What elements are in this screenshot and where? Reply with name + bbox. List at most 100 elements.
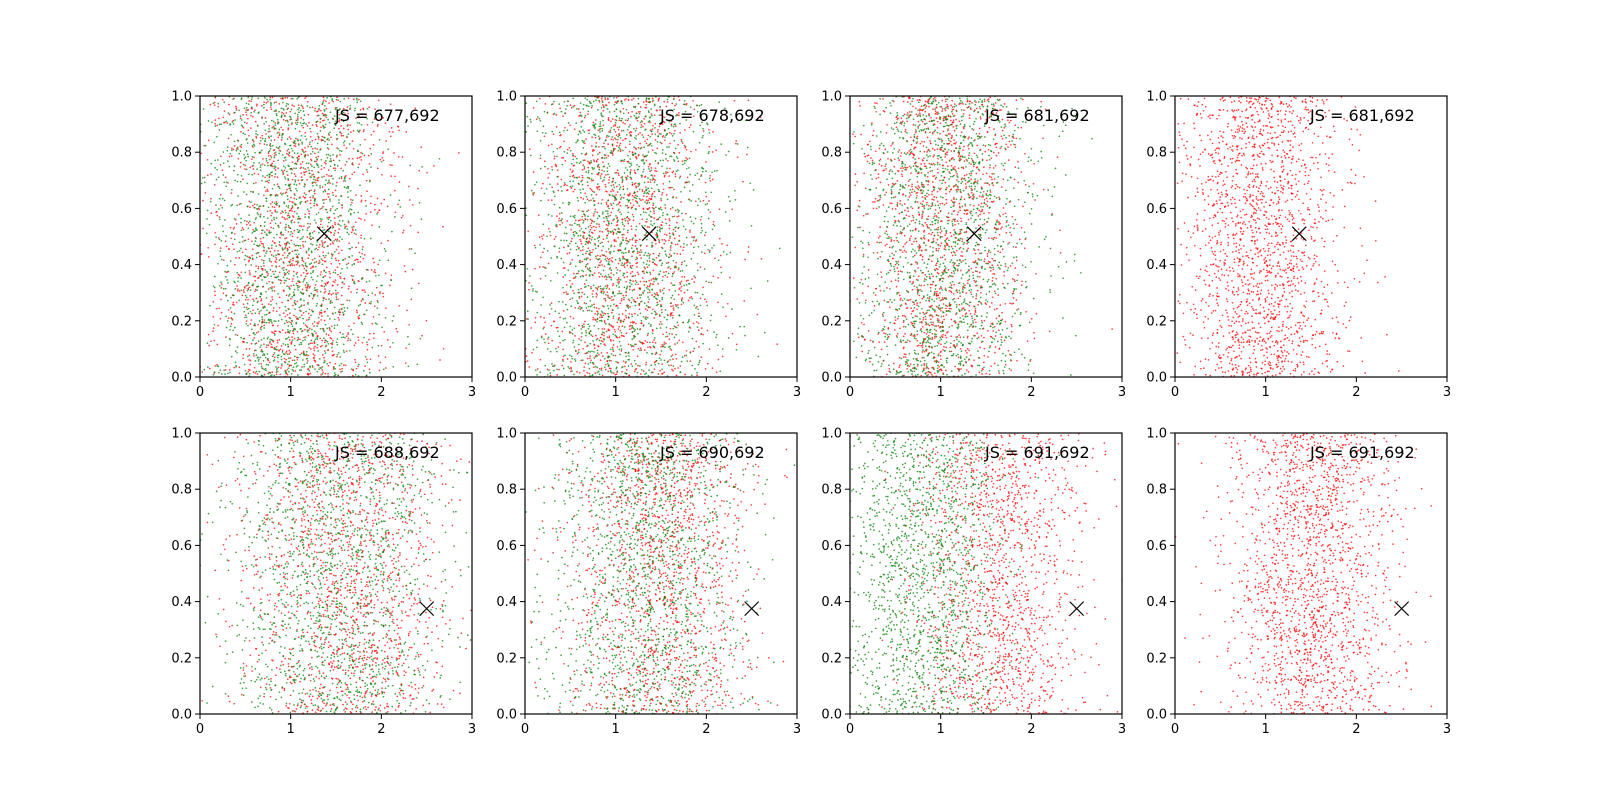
- scatter-point: [680, 303, 683, 306]
- scatter-point: [354, 361, 357, 364]
- scatter-point: [672, 365, 675, 367]
- scatter-point: [252, 204, 254, 207]
- scatter-point: [599, 342, 602, 345]
- scatter-point: [614, 147, 616, 150]
- scatter-point: [202, 199, 204, 202]
- scatter-point: [655, 234, 657, 236]
- scatter-point: [303, 304, 305, 306]
- scatter-point: [267, 164, 269, 167]
- scatter-point: [265, 120, 268, 123]
- scatter-point: [271, 126, 274, 129]
- scatter-point: [214, 365, 217, 367]
- scatter-point: [243, 310, 246, 313]
- scatter-point: [312, 265, 315, 268]
- scatter-point: [315, 123, 318, 126]
- scatter-point: [610, 278, 613, 281]
- scatter-point: [346, 307, 349, 309]
- scatter-point: [290, 118, 293, 121]
- scatter-point: [325, 344, 328, 347]
- scatter-point: [282, 289, 285, 292]
- scatter-point: [342, 311, 344, 314]
- scatter-point: [281, 97, 284, 99]
- scatter-point: [252, 182, 255, 185]
- scatter-point: [587, 268, 590, 271]
- scatter-point: [678, 112, 680, 114]
- scatter-point: [257, 173, 260, 176]
- scatter-point: [328, 290, 331, 292]
- scatter-point: [591, 145, 593, 147]
- scatter-point: [376, 167, 379, 170]
- scatter-point: [265, 233, 268, 236]
- scatter-point: [539, 157, 542, 160]
- scatter-point: [382, 151, 385, 153]
- scatter-point: [358, 314, 361, 317]
- scatter-point: [318, 231, 320, 234]
- scatter-point: [378, 226, 381, 228]
- scatter-point: [411, 203, 414, 206]
- scatter-point: [242, 126, 245, 129]
- scatter-point: [539, 371, 542, 373]
- scatter-point: [256, 203, 258, 206]
- scatter-point: [707, 208, 710, 211]
- scatter-point: [550, 324, 553, 327]
- scatter-point: [640, 251, 643, 253]
- scatter-point: [332, 100, 335, 103]
- scatter-point: [296, 228, 299, 231]
- scatter-point: [227, 182, 229, 184]
- scatter-point: [270, 261, 273, 263]
- scatter-point: [226, 264, 229, 267]
- scatter-point: [621, 179, 624, 182]
- scatter-point: [297, 108, 299, 111]
- scatter-point: [641, 134, 644, 136]
- scatter-point: [495, 222, 497, 224]
- scatter-point: [282, 192, 284, 195]
- scatter-point: [633, 183, 636, 185]
- scatter-point: [597, 370, 600, 373]
- scatter-point: [330, 253, 333, 256]
- scatter-point: [611, 188, 614, 191]
- scatter-point: [526, 310, 529, 313]
- scatter-point: [304, 324, 307, 326]
- scatter-point: [319, 208, 322, 210]
- scatter-point: [681, 356, 684, 358]
- scatter-point: [665, 170, 667, 173]
- scatter-point: [553, 320, 555, 323]
- scatter-point: [640, 124, 643, 126]
- scatter-point: [286, 313, 289, 316]
- scatter-point: [214, 159, 217, 162]
- scatter-point: [322, 100, 324, 103]
- scatter-point: [287, 124, 290, 127]
- scatter-point: [612, 317, 615, 320]
- scatter-point: [282, 160, 285, 162]
- scatter-point: [433, 165, 435, 167]
- scatter-point: [247, 287, 250, 290]
- scatter-point: [676, 215, 679, 218]
- scatter-point: [594, 244, 597, 246]
- scatter-point: [259, 151, 262, 154]
- scatter-point: [553, 238, 556, 240]
- scatter-point: [285, 223, 287, 226]
- scatter-point: [310, 243, 312, 245]
- scatter-point: [603, 321, 606, 324]
- scatter-point: [636, 355, 639, 358]
- scatter-point: [289, 233, 292, 236]
- scatter-point: [350, 231, 353, 234]
- scatter-point: [255, 104, 258, 107]
- scatter-point: [295, 167, 297, 170]
- scatter-point: [302, 265, 305, 267]
- scatter-point: [262, 354, 264, 357]
- scatter-point: [360, 152, 362, 154]
- scatter-point: [559, 341, 561, 344]
- scatter-point: [218, 371, 220, 374]
- scatter-point: [648, 369, 650, 371]
- scatter-point: [708, 249, 711, 252]
- scatter-point: [318, 255, 321, 258]
- scatter-point: [263, 321, 266, 324]
- scatter-point: [277, 360, 279, 363]
- scatter-point: [320, 319, 323, 321]
- scatter-point: [255, 181, 257, 184]
- scatter-point: [553, 157, 556, 160]
- scatter-point: [259, 237, 262, 240]
- scatter-point: [408, 343, 410, 346]
- scatter-point: [255, 354, 258, 356]
